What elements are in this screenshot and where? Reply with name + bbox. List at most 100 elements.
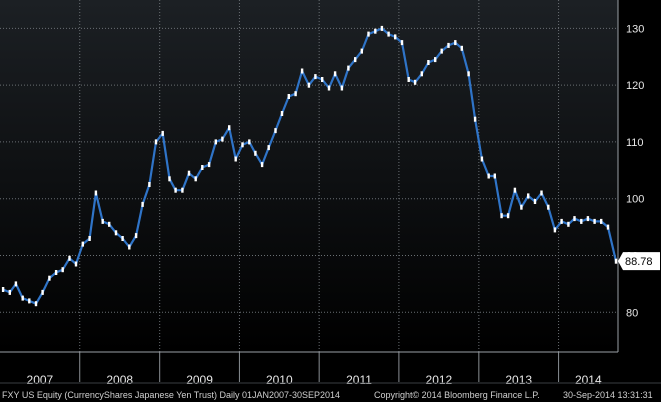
data-point <box>214 139 217 145</box>
data-point <box>387 31 390 37</box>
data-point <box>586 216 590 222</box>
data-point <box>394 34 397 40</box>
data-point <box>527 193 530 199</box>
data-point <box>347 65 350 71</box>
data-point <box>114 230 118 236</box>
data-point <box>41 289 44 295</box>
x-tick-label: 2013 <box>505 373 532 387</box>
data-point <box>547 204 550 210</box>
data-point <box>148 182 151 187</box>
data-point <box>221 136 224 142</box>
data-point <box>420 71 423 77</box>
data-point <box>61 267 64 273</box>
data-point <box>234 156 237 162</box>
footer-source: FXY US Equity (CurrencyShares Japanese Y… <box>2 390 340 400</box>
x-tick-label: 2011 <box>346 373 372 387</box>
data-point <box>473 116 477 122</box>
data-point <box>134 233 138 239</box>
x-tick-label: 2009 <box>186 373 213 387</box>
data-point <box>1 287 5 292</box>
data-point <box>493 173 496 179</box>
data-point <box>593 218 596 224</box>
data-point <box>367 31 370 37</box>
x-axis: 2007 2008 2009 2010 2011 2012 2013 2014 <box>0 351 661 387</box>
data-point <box>413 79 417 85</box>
data-point <box>21 295 24 301</box>
data-point <box>606 224 610 230</box>
data-point <box>307 82 311 88</box>
data-point <box>553 227 557 233</box>
data-point <box>520 204 523 210</box>
y-tick-label: 110 <box>626 137 644 149</box>
data-point <box>467 71 470 77</box>
data-point <box>228 125 231 131</box>
plot-area <box>0 0 618 352</box>
data-point <box>600 218 603 224</box>
data-point <box>174 187 177 193</box>
data-point <box>614 258 618 264</box>
data-point <box>333 71 337 77</box>
data-point <box>248 139 251 145</box>
x-tick-label: 2012 <box>426 373 453 387</box>
y-tick-label: 130 <box>626 23 644 35</box>
data-point <box>201 165 204 170</box>
data-point <box>573 216 576 222</box>
data-point <box>533 199 537 204</box>
data-point <box>567 221 570 227</box>
data-point <box>287 94 290 99</box>
data-point <box>540 190 543 196</box>
data-point <box>280 111 284 116</box>
data-point <box>400 40 404 46</box>
last-price-badge <box>618 252 660 271</box>
data-point <box>14 281 18 287</box>
data-point <box>340 85 344 91</box>
data-point <box>121 236 124 241</box>
data-point <box>81 241 84 247</box>
data-point <box>141 201 144 207</box>
x-tick-label: 2008 <box>106 373 133 387</box>
y-tick-label: 80 <box>626 307 638 319</box>
data-point <box>94 190 98 196</box>
y-tick-label: 120 <box>626 80 644 92</box>
data-point <box>487 173 490 179</box>
data-point <box>440 48 443 54</box>
footer-timestamp: 30-Sep-2014 13:31:31 <box>563 390 653 400</box>
data-point <box>434 57 437 63</box>
data-point <box>108 221 111 227</box>
data-point <box>580 218 583 224</box>
data-point <box>407 77 410 82</box>
data-point <box>513 187 517 193</box>
data-point <box>374 28 377 34</box>
data-point <box>207 162 211 168</box>
data-point <box>480 156 484 162</box>
data-point <box>260 162 264 168</box>
data-point <box>321 77 324 82</box>
data-point <box>101 218 104 224</box>
data-point <box>88 236 91 241</box>
data-point <box>254 150 257 156</box>
data-point <box>8 289 11 295</box>
data-point <box>460 45 463 51</box>
data-point <box>28 298 31 304</box>
data-point <box>274 128 277 134</box>
footer-copyright: Copyright© 2014 Bloomberg Finance L.P. <box>374 390 540 400</box>
data-point <box>54 270 58 275</box>
data-point <box>128 244 131 250</box>
data-point <box>68 255 71 261</box>
data-point <box>187 170 191 176</box>
data-point <box>181 187 184 193</box>
data-point <box>360 48 363 54</box>
price-series <box>1 25 618 307</box>
data-point <box>34 301 38 307</box>
data-point <box>267 145 270 151</box>
data-point <box>241 142 244 148</box>
data-point <box>354 57 357 63</box>
data-point <box>327 85 331 91</box>
data-point <box>300 68 304 74</box>
data-point <box>500 213 503 219</box>
x-tick-label: 2010 <box>266 373 293 387</box>
chart-footer: FXY US Equity (CurrencyShares Japanese Y… <box>2 390 653 400</box>
data-point <box>506 213 510 219</box>
data-point <box>194 176 197 182</box>
